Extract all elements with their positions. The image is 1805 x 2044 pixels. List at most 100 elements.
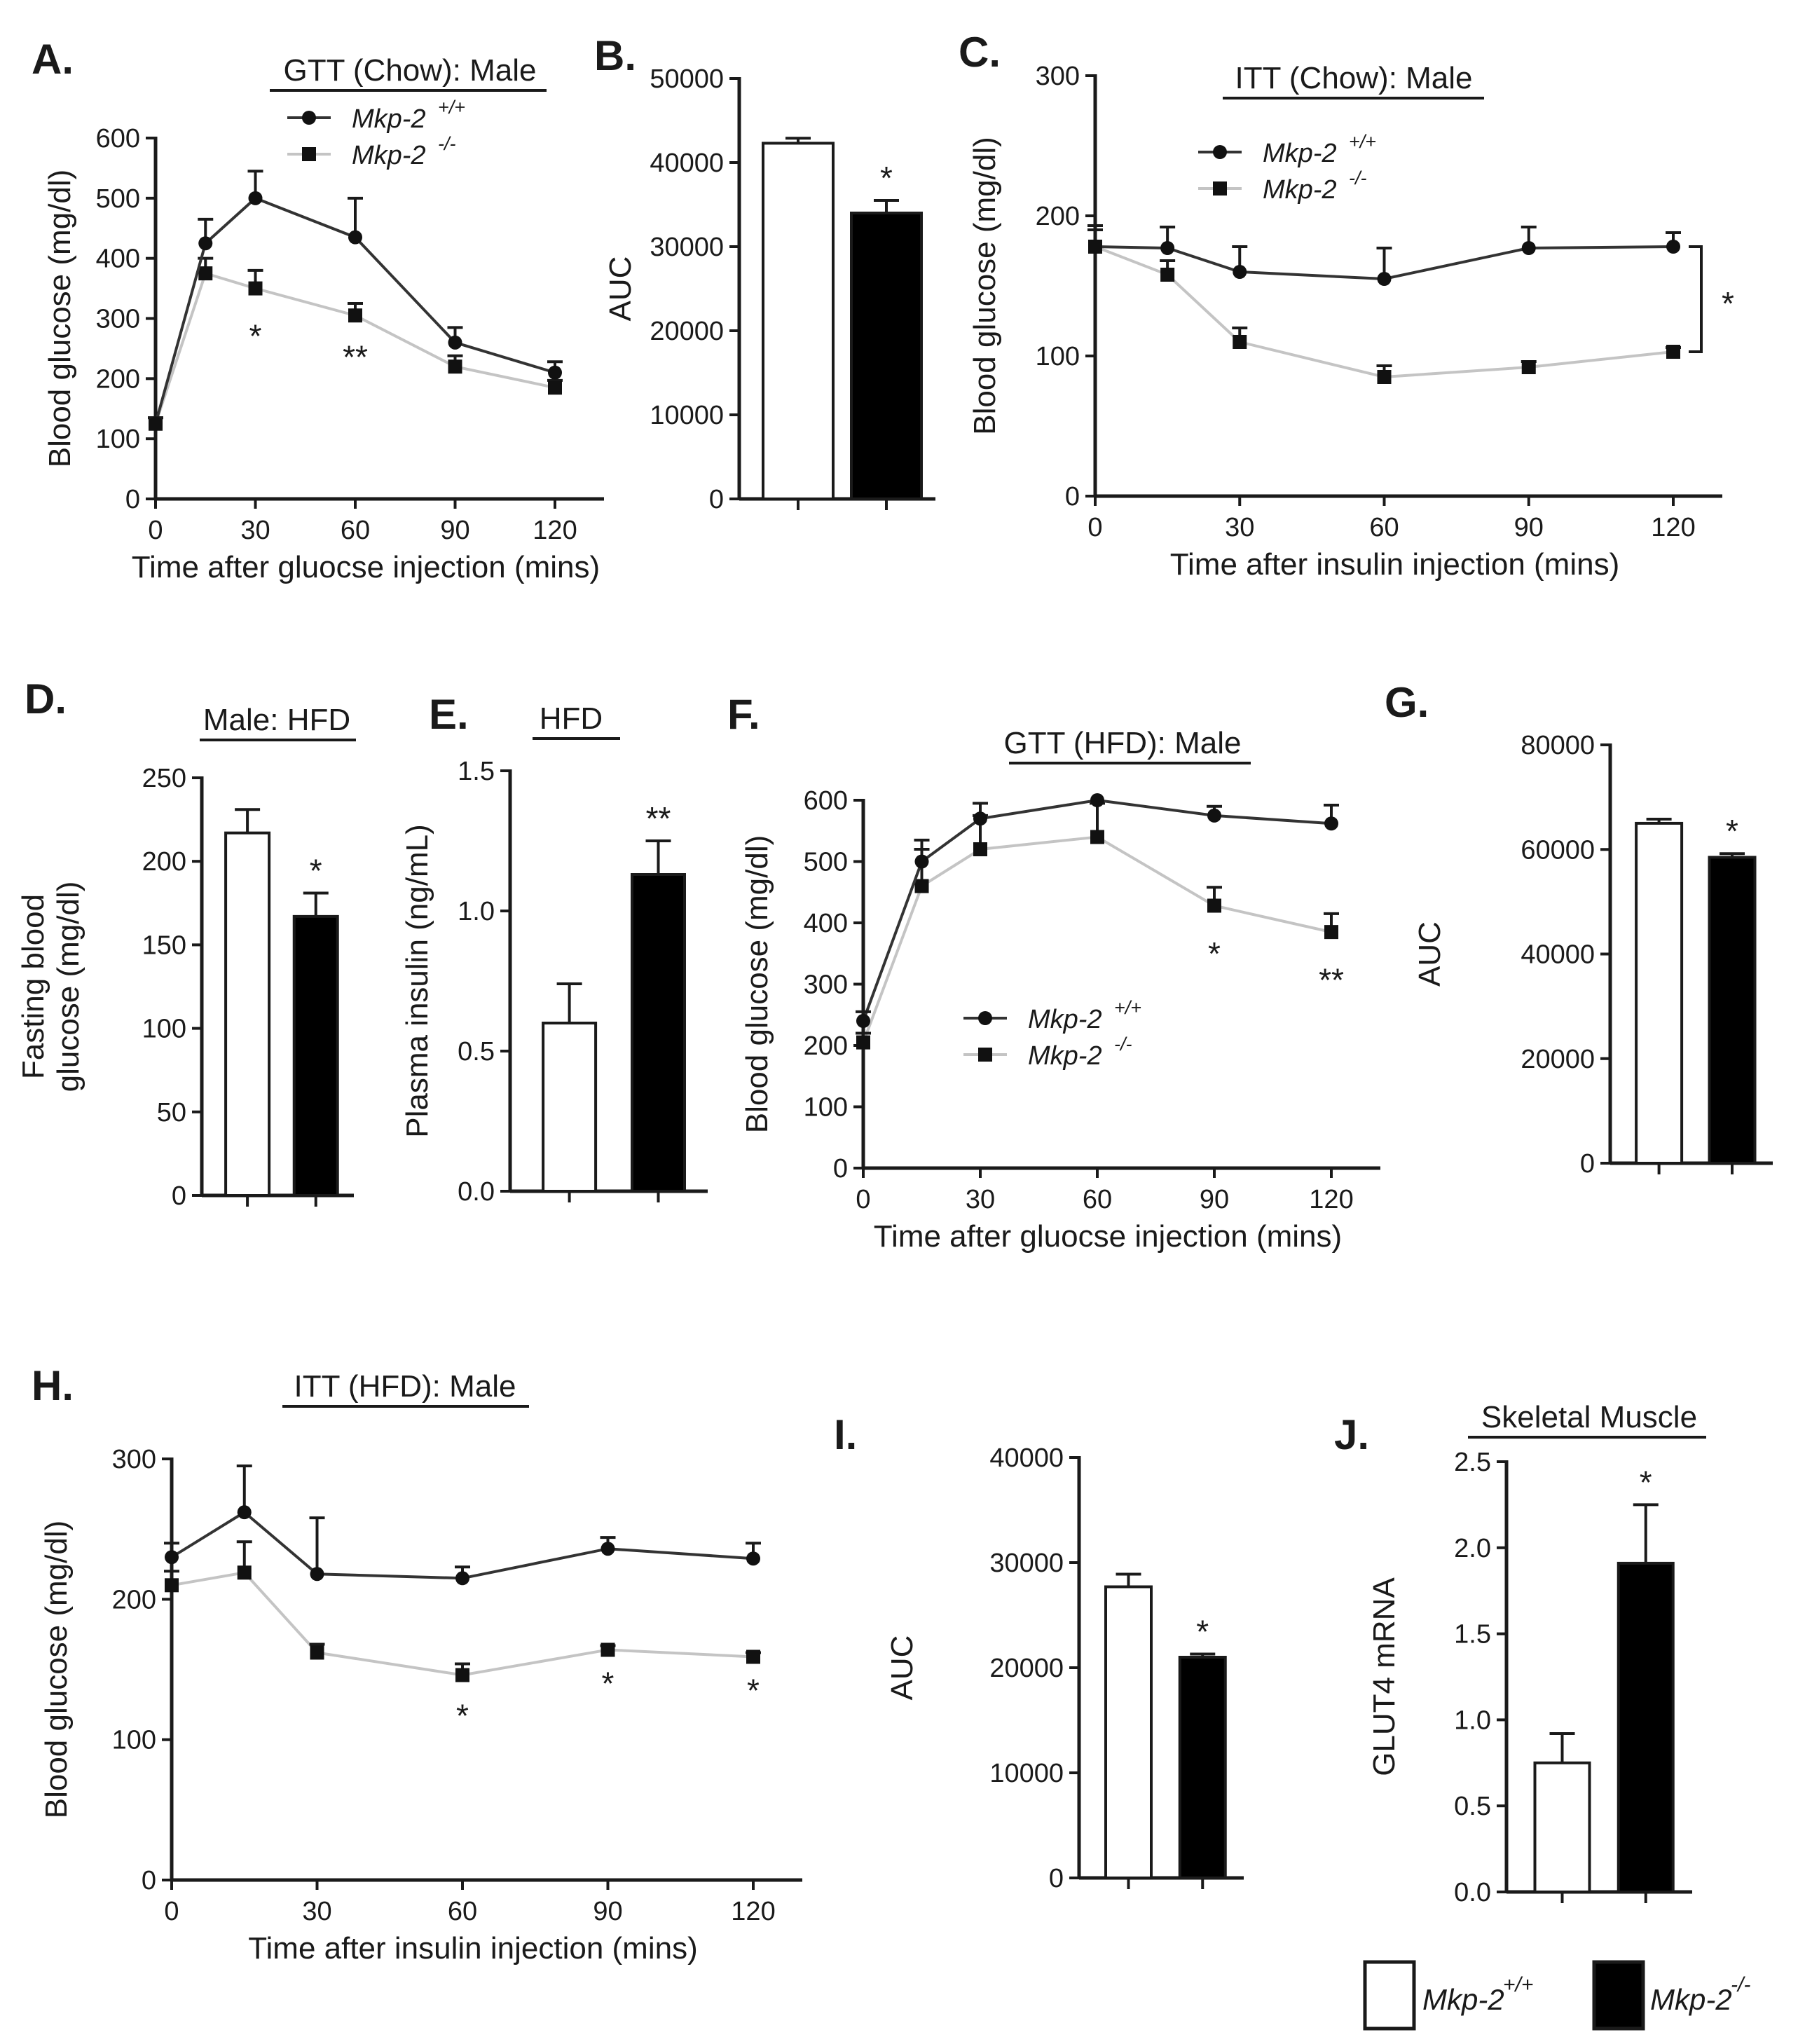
bar-wt	[542, 1022, 598, 1193]
y-tick-label: 150	[142, 931, 186, 960]
y-tick-label: 50	[157, 1098, 186, 1127]
significance-marker: *	[1196, 1614, 1209, 1650]
bar-wt	[1533, 1761, 1591, 1894]
y-tick-label: 600	[96, 124, 140, 153]
x-axis-label: Time after gluocse injection (mins)	[874, 1219, 1342, 1254]
bar-ko	[292, 914, 339, 1197]
data-point	[1377, 272, 1392, 286]
x-tick-label: 30	[240, 516, 270, 545]
y-tick-label: 0	[709, 485, 724, 514]
significance-bracket	[1689, 245, 1703, 353]
data-point	[165, 1578, 179, 1593]
bar-ko	[1708, 856, 1757, 1165]
y-tick-label: 300	[804, 970, 848, 1000]
legend-label-superscript: +/+	[1349, 131, 1376, 152]
data-point	[548, 380, 562, 395]
y-tick-label: 1.0	[458, 897, 495, 926]
x-tick-label: 90	[1200, 1185, 1229, 1214]
legend-marker	[1213, 181, 1227, 196]
data-point	[310, 1645, 324, 1660]
legend-swatch-ko	[1592, 1960, 1645, 2031]
data-point	[248, 191, 263, 205]
x-tick-label: 60	[448, 1897, 477, 1926]
data-point	[1233, 335, 1247, 349]
bar-wt	[1635, 821, 1684, 1165]
x-tick-label: 30	[966, 1185, 995, 1214]
legend-swatch-wt	[1363, 1960, 1416, 2031]
series-ko	[164, 1540, 761, 1682]
y-tick-label: 20000	[650, 317, 724, 346]
series-wt	[856, 793, 1339, 1028]
data-point	[1521, 241, 1536, 255]
x-tick-label: 60	[1083, 1185, 1112, 1214]
bar-ko	[850, 212, 923, 500]
panel-e: E. HFD 0.0 0.5 1.0 1.5 Plasma insulin (ng/mL) *…	[400, 691, 708, 1207]
significance-marker: *	[1640, 1464, 1652, 1500]
data-point	[348, 308, 362, 323]
data-point	[914, 879, 929, 893]
chart-title: GTT (Chow): Male	[283, 53, 536, 88]
chart-title: Skeletal Muscle	[1481, 1400, 1697, 1434]
x-axis-label: Time after insulin injection (mins)	[1170, 547, 1619, 582]
significance-marker: **	[1319, 961, 1344, 998]
data-point	[856, 1014, 870, 1028]
legend-marker	[978, 1011, 992, 1025]
y-axis-label: Plasma insulin (ng/mL)	[400, 824, 434, 1138]
y-tick-label: 2.0	[1454, 1534, 1491, 1563]
y-tick-label: 1.0	[1454, 1706, 1491, 1735]
x-tick-label: 120	[1651, 513, 1695, 542]
data-point	[1207, 898, 1221, 913]
data-point	[1160, 268, 1175, 282]
x-tick-label: 0	[164, 1897, 179, 1926]
bar-ko	[631, 873, 686, 1193]
y-tick-label: 0.0	[1454, 1878, 1491, 1907]
series-line	[154, 196, 556, 425]
y-tick-label: 0.5	[458, 1037, 495, 1066]
y-tick-label: 400	[804, 909, 848, 938]
bar-wt	[224, 831, 271, 1197]
legend-marker	[978, 1048, 992, 1062]
significance-marker: *	[1208, 935, 1221, 972]
data-point	[448, 359, 462, 374]
data-point	[1666, 345, 1680, 359]
data-point	[973, 811, 987, 826]
data-point	[455, 1571, 469, 1586]
y-tick-label: 100	[804, 1093, 848, 1123]
y-tick-label: 500	[96, 184, 140, 214]
legend-label-superscript: -/-	[1114, 1034, 1132, 1055]
y-tick-label: 600	[804, 786, 848, 816]
data-point	[237, 1565, 252, 1580]
y-tick-label: 30000	[989, 1549, 1064, 1578]
x-tick-label: 0	[856, 1185, 870, 1214]
data-point	[746, 1551, 760, 1566]
data-point	[1090, 830, 1104, 844]
data-point	[914, 854, 929, 869]
y-axis-label: Blood glucose (mg/dl)	[968, 137, 1002, 435]
x-tick-label: 120	[1309, 1185, 1353, 1214]
bar-ko	[1178, 1656, 1227, 1879]
legend-label: Mkp-2	[1650, 1983, 1732, 2016]
panel-letter: F.	[727, 691, 760, 738]
data-point	[1324, 816, 1338, 831]
x-tick-label: 120	[533, 516, 577, 545]
y-tick-label: 250	[142, 764, 186, 793]
panel-letter: A.	[32, 36, 74, 83]
bar-legend: Mkp-2+/+ Mkp-2-/-	[1363, 1960, 1750, 2031]
y-axis-label: Blood glucose (mg/dl)	[43, 170, 77, 468]
data-point	[1666, 240, 1680, 254]
y-tick-label: 60000	[1521, 835, 1595, 865]
series-line	[1094, 245, 1674, 281]
y-tick-label: 40000	[1521, 940, 1595, 970]
panel-letter: I.	[834, 1411, 857, 1458]
y-tick-label: 0	[1049, 1864, 1064, 1893]
data-point	[1160, 241, 1175, 255]
x-tick-label: 90	[440, 516, 469, 545]
panel-letter: B.	[594, 32, 636, 79]
panel-f: F.GTT (HFD): Male0100200300400500600Bloo…	[727, 691, 1380, 1254]
y-tick-label: 0.0	[458, 1177, 495, 1207]
y-tick-label: 100	[1036, 342, 1080, 371]
legend-marker	[302, 147, 316, 161]
data-point	[165, 1550, 179, 1565]
